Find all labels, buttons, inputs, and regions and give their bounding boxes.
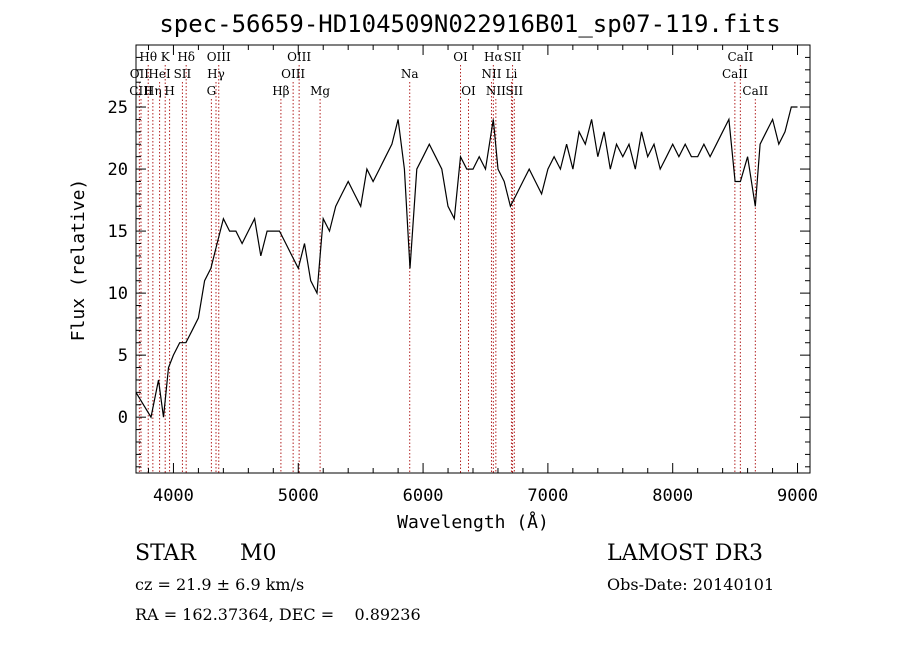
- observation-date: Obs-Date: 20140101: [607, 575, 774, 594]
- plot-frame: [135, 44, 811, 474]
- line-label-16: Na: [401, 67, 419, 81]
- line-label-8: Hδ: [177, 50, 195, 64]
- y-tick-label: 0: [118, 408, 128, 428]
- y-tick-label: 20: [108, 160, 128, 180]
- line-label-7: SII: [174, 67, 192, 81]
- y-tick-label: 25: [108, 98, 128, 118]
- line-label-25: CaII: [727, 50, 753, 64]
- line-label-18: OI: [461, 84, 476, 98]
- object-subclass: M0: [240, 541, 277, 566]
- line-label-27: CaII: [742, 84, 768, 98]
- line-label-21: NII: [481, 67, 501, 81]
- line-label-9: OIII: [207, 50, 231, 64]
- y-tick-label: 10: [108, 284, 128, 304]
- x-tick-label: 6000: [403, 486, 444, 506]
- line-label-11: G: [207, 84, 217, 98]
- x-tick-label: 7000: [527, 486, 568, 506]
- line-label-12: Hβ: [272, 84, 289, 98]
- line-label-0: Hθ: [139, 50, 157, 64]
- x-tick-label: 9000: [777, 486, 818, 506]
- y-axis-ticks: 0 5 10 15 20 25: [108, 56, 810, 468]
- redshift-value: cz = 21.9 ± 6.9 km/s: [135, 575, 304, 594]
- line-label-4: HeI: [148, 67, 171, 81]
- line-label-23: NII: [486, 84, 506, 98]
- x-tick-label: 5000: [278, 486, 319, 506]
- survey-name: LAMOST DR3: [607, 541, 763, 566]
- line-label-2: CIII: [129, 84, 153, 98]
- line-label-24: SII: [505, 84, 523, 98]
- spectrum-line-0: [135, 106, 798, 419]
- line-label-26: CaII: [722, 67, 748, 81]
- line-label-15: Mg: [310, 84, 330, 98]
- line-label-13: OIII: [287, 50, 311, 64]
- x-tick-label: 4000: [153, 486, 194, 506]
- line-label-19: Hα: [484, 50, 503, 64]
- spectrum-series: [135, 106, 798, 419]
- y-axis-label: Flux (relative): [68, 179, 89, 342]
- line-label-20: SII: [504, 50, 522, 64]
- line-label-5: K: [161, 50, 171, 64]
- line-label-10: Hγ: [207, 67, 225, 81]
- chart-title: spec-56659-HD104509N022916B01_sp07-119.f…: [159, 10, 780, 38]
- line-label-22: Li: [506, 67, 518, 81]
- line-label-3: Hη: [144, 84, 162, 98]
- y-tick-label: 15: [108, 222, 128, 242]
- y-tick-label: 5: [118, 346, 128, 366]
- line-label-1: OII: [130, 67, 150, 81]
- line-label-6: H: [164, 84, 174, 98]
- x-axis-ticks: 4000 5000 6000 7000 8000 9000: [147, 45, 818, 506]
- line-label-17: OI: [453, 50, 468, 64]
- x-tick-label: 8000: [652, 486, 693, 506]
- line-label-14: OIII: [281, 67, 305, 81]
- x-axis-label: Wavelength (Å): [397, 511, 549, 533]
- sky-coordinates: RA = 162.37364, DEC = 0.89236: [135, 605, 421, 624]
- object-class: STAR: [135, 541, 197, 566]
